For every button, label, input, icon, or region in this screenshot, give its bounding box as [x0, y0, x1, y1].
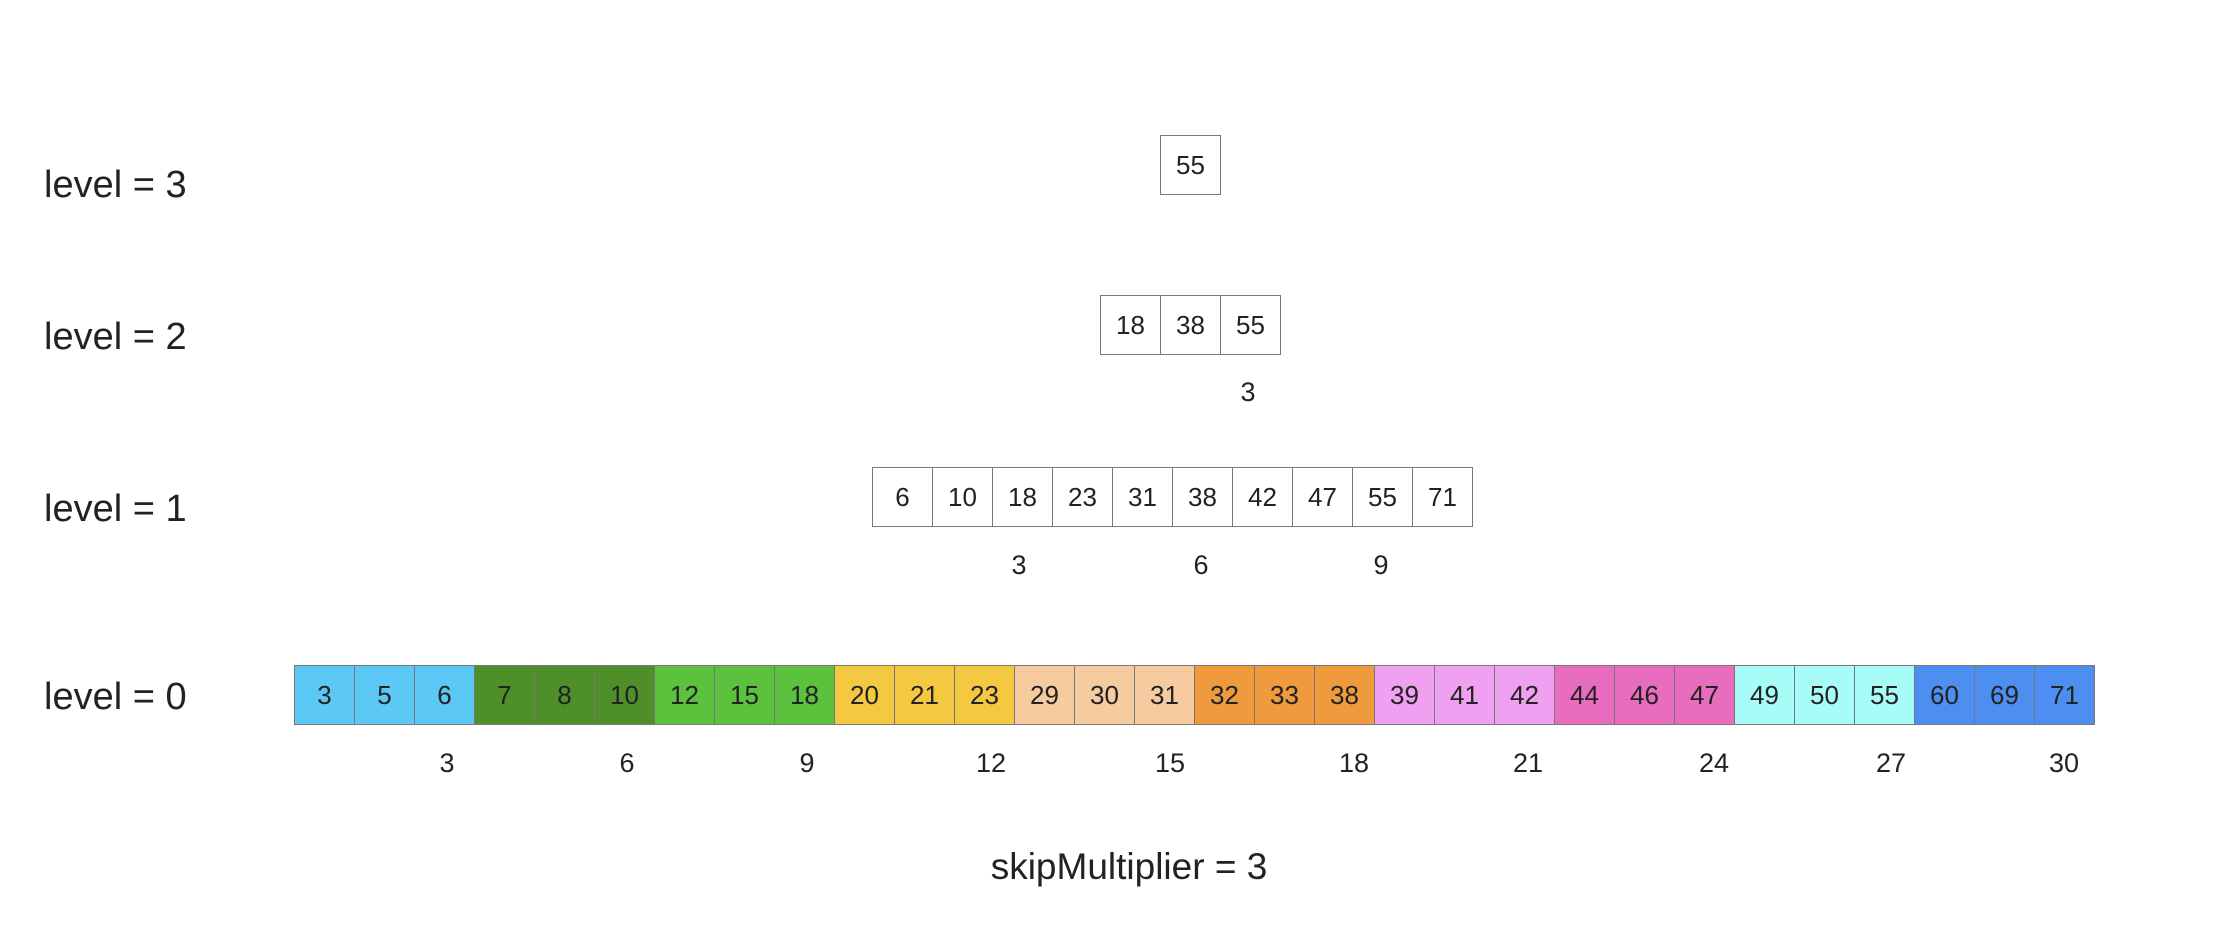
level-2-cell: 18: [1100, 295, 1161, 355]
level-1-cell: 55: [1352, 467, 1413, 527]
level-2-row: 18 38 55: [1100, 295, 1281, 355]
level-1-cell: 38: [1172, 467, 1233, 527]
level-1-cell: 18: [992, 467, 1053, 527]
level-0-cell: 29: [1014, 665, 1075, 725]
level-3-label: level = 3: [44, 164, 187, 206]
level-1-skip-label: 6: [1193, 550, 1209, 580]
level-0-cell: 41: [1434, 665, 1495, 725]
level-1-cell: 71: [1412, 467, 1473, 527]
level-2-cell: 55: [1220, 295, 1281, 355]
level-0-skip-label: 6: [619, 748, 635, 778]
level-1-row: 6 10 18 23 31 38 42 47 55 71: [872, 467, 1473, 527]
level-0-cell: 31: [1134, 665, 1195, 725]
level-0-cell: 6: [414, 665, 475, 725]
level-0-cell: 3: [294, 665, 355, 725]
level-0-skip-label: 9: [799, 748, 815, 778]
level-0-cell: 20: [834, 665, 895, 725]
level-0-cell: 71: [2034, 665, 2095, 725]
level-0-cell: 47: [1674, 665, 1735, 725]
level-1-skip-label: 3: [1011, 550, 1027, 580]
level-2-skip-label: 3: [1240, 377, 1256, 407]
level-0-cell: 8: [534, 665, 595, 725]
skip-multiplier-caption: skipMultiplier = 3: [990, 846, 1268, 887]
level-0-cell: 12: [654, 665, 715, 725]
level-0-cell: 15: [714, 665, 775, 725]
level-3-row: 55: [1160, 135, 1221, 195]
level-0-row: 3 5 6 7 8 10 12 15 18 20 21 23 29 30 31 …: [294, 665, 2095, 725]
level-1-skip-label: 9: [1373, 550, 1389, 580]
level-1-label: level = 1: [44, 488, 187, 530]
level-0-label: level = 0: [44, 676, 187, 718]
level-0-cell: 7: [474, 665, 535, 725]
level-0-cell: 55: [1854, 665, 1915, 725]
level-0-cell: 10: [594, 665, 655, 725]
level-0-skip-label: 15: [1154, 748, 1186, 778]
level-0-cell: 30: [1074, 665, 1135, 725]
level-1-cell: 42: [1232, 467, 1293, 527]
level-2-cell: 38: [1160, 295, 1221, 355]
level-0-cell: 49: [1734, 665, 1795, 725]
level-0-cell: 38: [1314, 665, 1375, 725]
level-0-skip-label: 30: [2048, 748, 2080, 778]
level-1-cell: 23: [1052, 467, 1113, 527]
level-0-cell: 46: [1614, 665, 1675, 725]
level-0-cell: 32: [1194, 665, 1255, 725]
level-0-cell: 39: [1374, 665, 1435, 725]
level-0-cell: 50: [1794, 665, 1855, 725]
level-0-skip-label: 24: [1698, 748, 1730, 778]
level-1-cell: 47: [1292, 467, 1353, 527]
level-0-skip-label: 27: [1875, 748, 1907, 778]
level-1-cell: 6: [872, 467, 933, 527]
level-0-skip-label: 18: [1338, 748, 1370, 778]
level-0-skip-label: 12: [975, 748, 1007, 778]
level-0-cell: 33: [1254, 665, 1315, 725]
level-0-cell: 44: [1554, 665, 1615, 725]
level-0-cell: 5: [354, 665, 415, 725]
level-0-cell: 42: [1494, 665, 1555, 725]
level-0-skip-label: 3: [439, 748, 455, 778]
level-1-cell: 10: [932, 467, 993, 527]
level-2-label: level = 2: [44, 316, 187, 358]
level-0-cell: 23: [954, 665, 1015, 725]
level-3-cell: 55: [1160, 135, 1221, 195]
level-0-skip-label: 21: [1512, 748, 1544, 778]
level-0-cell: 60: [1914, 665, 1975, 725]
level-0-cell: 21: [894, 665, 955, 725]
level-1-cell: 31: [1112, 467, 1173, 527]
level-0-cell: 18: [774, 665, 835, 725]
level-0-cell: 69: [1974, 665, 2035, 725]
